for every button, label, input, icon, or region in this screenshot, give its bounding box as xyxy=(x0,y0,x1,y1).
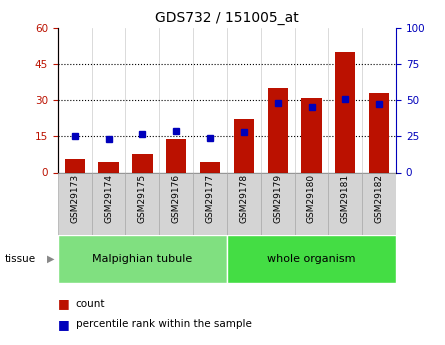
Bar xyxy=(125,172,159,235)
Title: GDS732 / 151005_at: GDS732 / 151005_at xyxy=(155,11,299,25)
Text: GSM29179: GSM29179 xyxy=(273,174,282,224)
Bar xyxy=(132,155,153,172)
Text: GSM29174: GSM29174 xyxy=(104,174,113,223)
Bar xyxy=(234,119,254,172)
Text: GSM29176: GSM29176 xyxy=(172,174,181,224)
Bar xyxy=(267,88,288,172)
Bar xyxy=(369,93,389,172)
Text: GSM29181: GSM29181 xyxy=(341,174,350,224)
Bar xyxy=(227,235,396,283)
Text: GSM29177: GSM29177 xyxy=(206,174,214,224)
Text: Malpighian tubule: Malpighian tubule xyxy=(92,254,193,264)
Text: whole organism: whole organism xyxy=(267,254,356,264)
Bar xyxy=(65,159,85,172)
Text: tissue: tissue xyxy=(4,254,36,264)
Bar xyxy=(58,172,92,235)
Bar xyxy=(335,52,356,172)
Text: GSM29182: GSM29182 xyxy=(375,174,384,223)
Bar xyxy=(227,172,261,235)
Bar xyxy=(159,172,193,235)
Text: percentile rank within the sample: percentile rank within the sample xyxy=(76,319,251,329)
Bar xyxy=(200,161,220,172)
Bar xyxy=(92,172,125,235)
Bar xyxy=(193,172,227,235)
Text: ▶: ▶ xyxy=(47,254,54,264)
Text: ■: ■ xyxy=(58,297,69,310)
Text: GSM29178: GSM29178 xyxy=(239,174,248,224)
Text: GSM29173: GSM29173 xyxy=(70,174,79,224)
Bar xyxy=(98,161,119,172)
Text: ■: ■ xyxy=(58,318,69,331)
Bar xyxy=(301,98,322,172)
Bar xyxy=(362,172,396,235)
Bar xyxy=(58,235,227,283)
Text: GSM29175: GSM29175 xyxy=(138,174,147,224)
Text: GSM29180: GSM29180 xyxy=(307,174,316,224)
Bar xyxy=(261,172,295,235)
Text: count: count xyxy=(76,299,105,308)
Bar xyxy=(328,172,362,235)
Bar xyxy=(166,139,186,172)
Bar xyxy=(295,172,328,235)
